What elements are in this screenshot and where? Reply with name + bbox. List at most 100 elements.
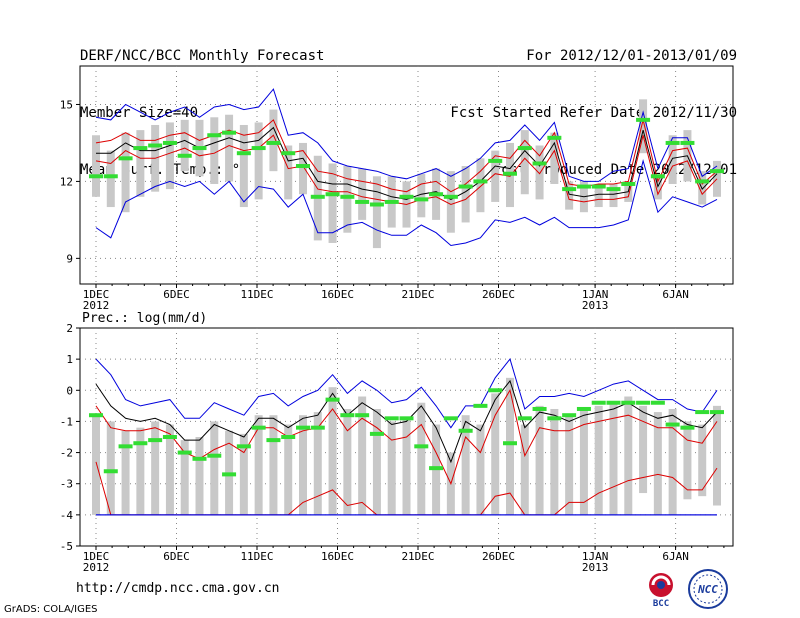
spread-box	[535, 405, 544, 515]
y-tick-label: -5	[60, 540, 73, 553]
observed-marker	[710, 410, 724, 415]
spread-box	[461, 415, 470, 515]
observed-marker	[680, 425, 695, 430]
y-tick-label: 15	[60, 98, 73, 111]
observed-marker	[384, 416, 399, 421]
observed-marker	[103, 174, 118, 179]
spread-box	[328, 163, 337, 243]
observed-marker	[236, 151, 251, 156]
observed-marker	[443, 416, 458, 421]
y-tick-label: 1	[66, 353, 73, 366]
series-min	[95, 158, 718, 247]
x-tick-label: 6DEC	[163, 288, 190, 301]
x-tick-label: 21DEC	[401, 550, 434, 563]
spread-box	[299, 142, 307, 195]
spread-box	[624, 396, 633, 515]
spread-box	[180, 440, 189, 515]
spread-box	[387, 421, 396, 515]
x-tick-year: 2012	[83, 299, 110, 312]
bcc-logo-icon: BCC	[649, 573, 673, 608]
spread-box	[653, 176, 662, 200]
observed-marker	[281, 151, 296, 156]
series-p90	[95, 119, 718, 193]
spread-box	[594, 405, 603, 515]
x-tick-label: 26DEC	[482, 288, 515, 301]
x-tick-label: 6JAN	[662, 288, 689, 301]
observed-marker	[429, 192, 444, 197]
spread-box	[417, 402, 426, 515]
spread-box	[609, 402, 618, 515]
observed-marker	[103, 469, 118, 474]
series-max	[95, 88, 718, 182]
observed-marker	[162, 140, 177, 145]
ncc-logo-icon: NCC	[688, 569, 728, 609]
x-tick-year: 2013	[582, 299, 609, 312]
y-tick-label: -4	[60, 509, 74, 522]
observed-marker	[192, 456, 207, 461]
x-tick-label: 21DEC	[401, 288, 434, 301]
series-p10	[95, 134, 718, 206]
y-tick-label: 2	[66, 322, 73, 335]
spread-box	[106, 421, 115, 515]
observed-marker	[695, 179, 710, 184]
spread-box	[343, 166, 352, 233]
observed-marker	[443, 194, 458, 199]
observed-marker	[162, 435, 177, 439]
observed-marker	[576, 184, 591, 189]
spread-box	[239, 433, 248, 515]
spread-box	[668, 408, 677, 515]
observed-marker	[89, 174, 103, 179]
observed-marker	[222, 130, 237, 135]
x-tick-label: 16DEC	[321, 550, 354, 563]
observed-marker	[192, 146, 207, 151]
spread-box	[639, 99, 648, 154]
observed-marker	[591, 184, 606, 189]
plot-frame	[79, 327, 734, 547]
spread-box	[461, 166, 470, 223]
observed-marker	[177, 450, 192, 455]
observed-marker	[636, 117, 651, 122]
observed-marker	[148, 438, 163, 443]
observed-marker	[680, 140, 695, 145]
observed-marker	[665, 140, 680, 145]
website-url[interactable]: http://cmdp.ncc.cma.gov.cn	[76, 581, 280, 596]
observed-marker	[547, 416, 562, 421]
spread-box	[653, 412, 662, 515]
spread-box	[565, 181, 574, 210]
observed-marker	[207, 453, 222, 458]
spread-box	[520, 130, 529, 195]
spread-box	[579, 408, 588, 515]
spread-box	[284, 424, 293, 515]
spread-box	[698, 171, 707, 205]
y-tick-label: 9	[66, 252, 73, 265]
observed-marker	[251, 146, 266, 151]
observed-marker	[458, 428, 473, 433]
x-tick-label: 1JAN	[582, 288, 609, 301]
spread-box	[239, 124, 248, 208]
observed-marker	[133, 146, 148, 151]
observed-marker	[222, 472, 237, 477]
spread-box	[594, 183, 603, 208]
forecast-period: For 2012/12/01-2013/01/09	[526, 48, 737, 64]
observed-marker	[266, 438, 281, 443]
x-tick-year: 2012	[83, 561, 110, 574]
observed-marker	[562, 187, 577, 192]
grads-credit: GrADS: COLA/IGES	[4, 604, 98, 615]
observed-marker	[621, 400, 636, 405]
observed-marker	[562, 413, 577, 418]
observed-marker	[650, 400, 665, 405]
plot-frame	[79, 65, 734, 285]
spread-box	[299, 415, 307, 515]
observed-marker	[517, 146, 532, 151]
spread-box	[402, 418, 411, 515]
y-tick-label: 0	[66, 384, 73, 397]
spread-box	[565, 415, 574, 515]
observed-marker	[296, 425, 310, 430]
spread-box	[328, 387, 337, 515]
observed-marker	[606, 400, 621, 405]
spread-box	[683, 421, 692, 500]
observed-marker	[148, 143, 163, 148]
observed-marker	[236, 444, 251, 449]
